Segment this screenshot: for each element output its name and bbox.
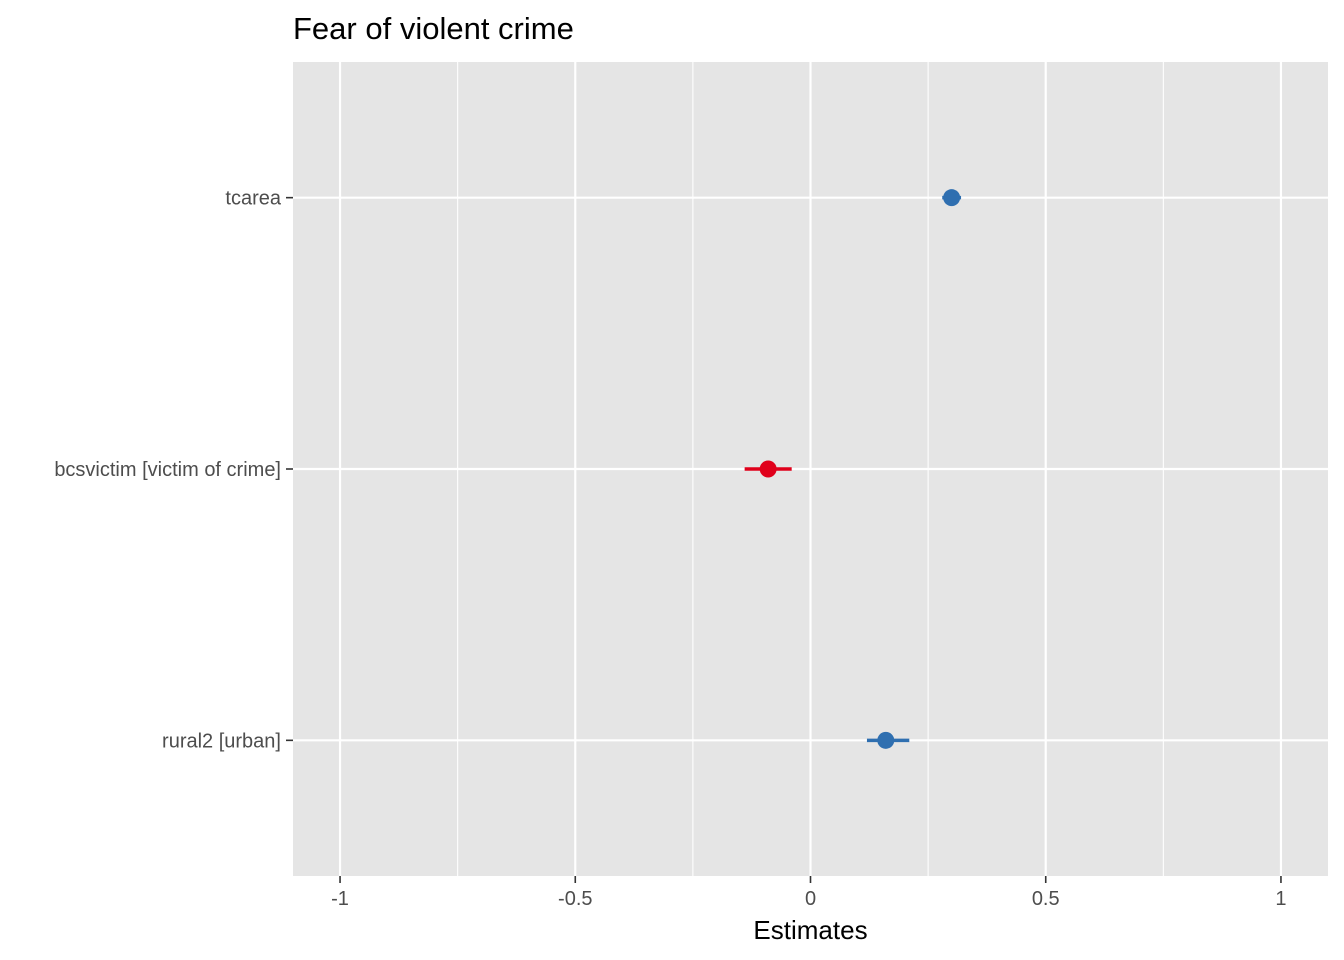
estimate-point — [943, 189, 961, 207]
y-tick-label: rural2 [urban] — [162, 730, 281, 752]
x-tick-label: 0 — [805, 888, 816, 910]
estimate-point — [759, 460, 777, 478]
y-tick-label: bcsvictim [victim of crime] — [54, 459, 281, 481]
x-axis-title: Estimates — [753, 915, 867, 945]
axes: -1 -0.5 0 0.5 1 tcarea bcsvictim [victim of cr… — [54, 188, 1286, 910]
x-tick-label: 1 — [1275, 888, 1286, 910]
x-tick-label: -1 — [331, 888, 349, 910]
grid-lines — [293, 62, 1328, 876]
x-tick-label: -0.5 — [558, 888, 592, 910]
estimate-point — [877, 731, 895, 749]
data-marks — [744, 189, 962, 749]
y-tick-label: tcarea — [225, 188, 281, 210]
x-tick-label: 0.5 — [1032, 888, 1060, 910]
chart-title: Fear of violent crime — [293, 11, 574, 46]
